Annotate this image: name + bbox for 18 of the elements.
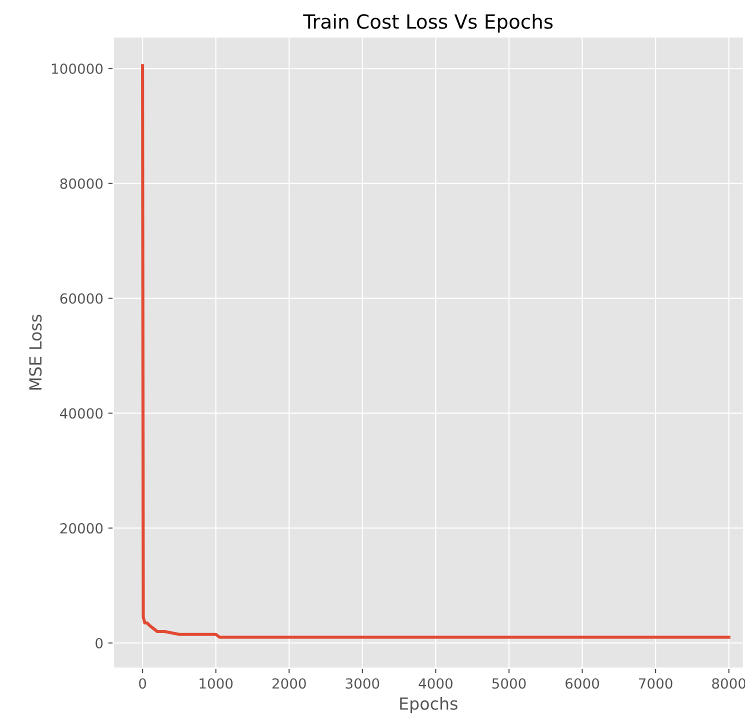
y-tick-label: 80000 bbox=[60, 178, 103, 189]
x-tick-label: 5000 bbox=[492, 678, 526, 689]
y-axis-title: MSE Loss bbox=[29, 314, 42, 390]
y-tick-label: 20000 bbox=[60, 523, 103, 534]
y-tick-label: 40000 bbox=[60, 408, 103, 419]
x-tick-label: 0 bbox=[139, 678, 146, 689]
y-tick-label: 0 bbox=[96, 638, 103, 648]
x-tick-label: 1000 bbox=[200, 678, 233, 689]
y-tick-label: 100000 bbox=[52, 63, 103, 74]
x-tick-label: 2000 bbox=[272, 678, 306, 689]
x-tick-label: 4000 bbox=[418, 678, 452, 689]
x-tick-label: 7000 bbox=[639, 678, 672, 689]
x-tick-label: 6000 bbox=[566, 678, 600, 689]
x-tick-label: 3000 bbox=[346, 678, 380, 689]
chart-title: Train Cost Loss Vs Epochs bbox=[303, 14, 553, 33]
x-axis-title: Epochs bbox=[400, 696, 458, 714]
line-series bbox=[141, 64, 730, 639]
y-tick-label: 60000 bbox=[60, 293, 103, 304]
